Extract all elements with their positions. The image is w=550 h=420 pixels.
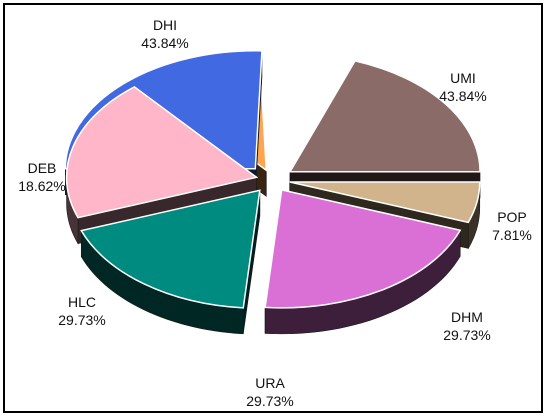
slice-value: 43.84% xyxy=(439,88,486,104)
slice-value: 29.73% xyxy=(246,393,293,409)
pie-slice-top-ura xyxy=(80,189,261,309)
pie-slice-top-umi xyxy=(288,60,481,173)
pie-slice-top-dhm xyxy=(264,188,462,309)
pie-slice-ura xyxy=(80,189,261,335)
slice-label-umi: UMI 43.84% xyxy=(439,70,486,104)
slice-name: POP xyxy=(497,209,527,225)
slice-name: URA xyxy=(255,375,285,391)
slice-name: UMI xyxy=(450,70,476,86)
slice-value: 29.73% xyxy=(443,327,490,343)
slice-label-hlc: HLC 29.73% xyxy=(58,294,105,328)
slice-label-deb: DEB 18.62% xyxy=(18,160,65,194)
slice-value: 7.81% xyxy=(492,227,532,243)
slice-label-pop: POP 7.81% xyxy=(492,209,532,243)
slice-value: 29.73% xyxy=(58,312,105,328)
pie-slice-top-hlc xyxy=(65,86,259,219)
slice-value: 43.84% xyxy=(141,35,188,51)
pie-slice-top-pop xyxy=(289,181,481,224)
slice-name: HLC xyxy=(68,294,96,310)
slice-label-ura: URA 29.73% xyxy=(246,375,293,409)
pie-slice-dhm xyxy=(264,188,462,335)
slice-label-dhi: DHI 43.84% xyxy=(141,17,188,51)
slice-name: DEB xyxy=(28,160,57,176)
slice-name: DHM xyxy=(451,309,483,325)
slice-value: 18.62% xyxy=(18,178,65,194)
slice-label-dhm: DHM 29.73% xyxy=(443,309,490,343)
slice-name: DHI xyxy=(153,17,177,33)
